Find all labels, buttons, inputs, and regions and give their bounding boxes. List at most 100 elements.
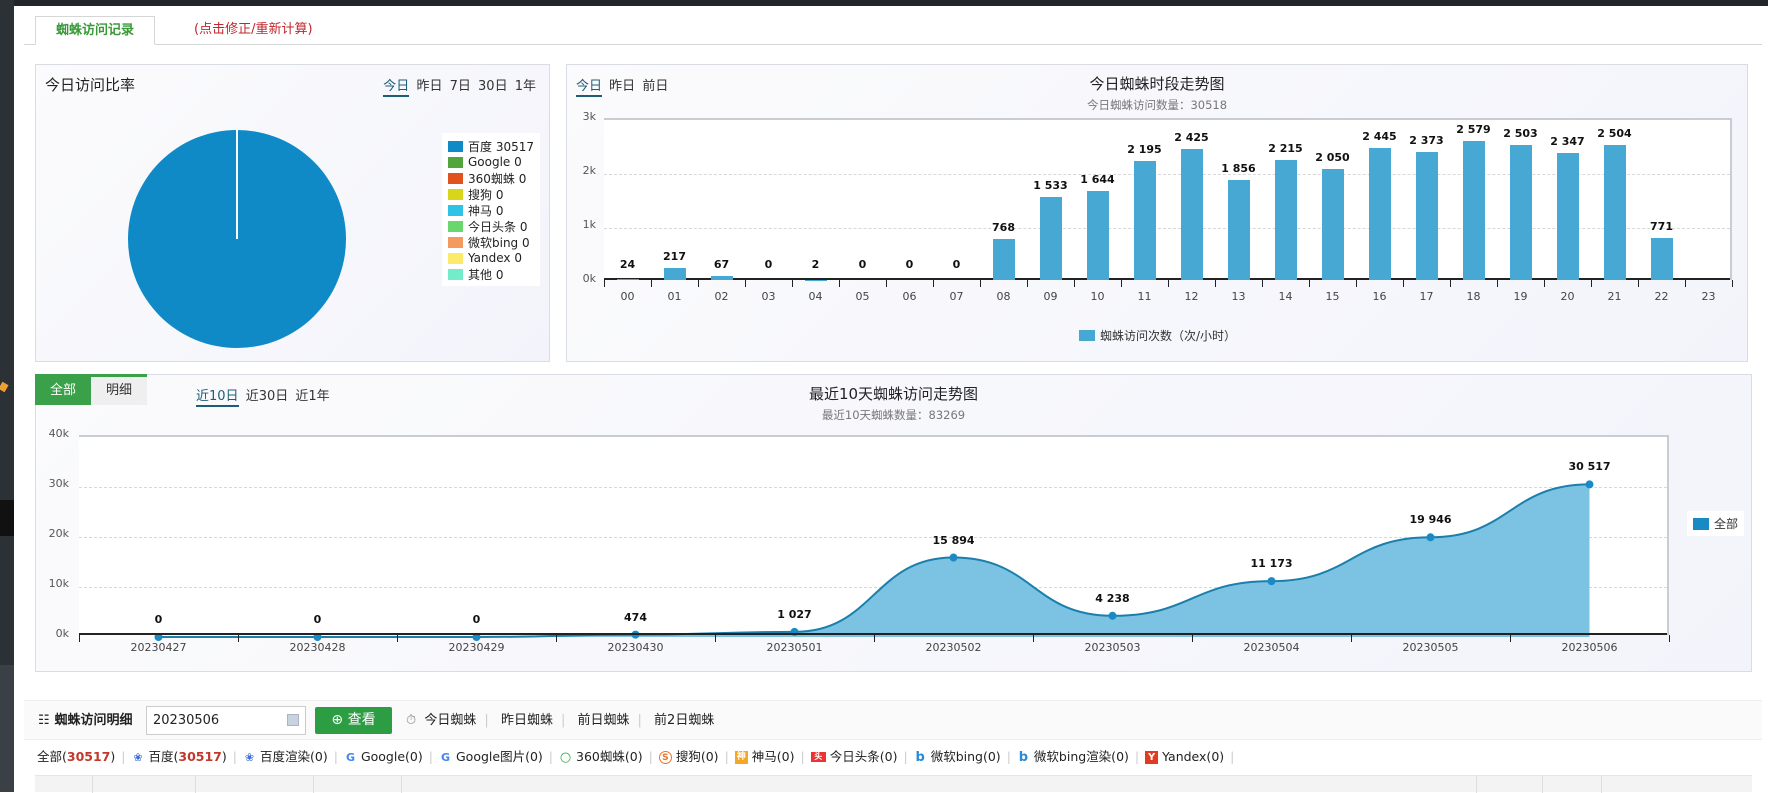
filter-close-paren: ): [323, 744, 328, 770]
range-7d[interactable]: 7日: [450, 79, 471, 94]
bar[interactable]: [1134, 161, 1156, 280]
bar[interactable]: [1322, 169, 1344, 280]
area-series[interactable]: [79, 437, 1669, 637]
x-tick: [397, 635, 398, 642]
x-tick: [1033, 635, 1034, 642]
bar[interactable]: [1228, 180, 1250, 280]
bar[interactable]: [1275, 160, 1297, 280]
bar[interactable]: [1510, 145, 1532, 280]
range-today[interactable]: 今日: [383, 79, 409, 97]
filter-360-ring[interactable]: ○360蜘蛛(0): [559, 744, 643, 770]
bar[interactable]: [1040, 197, 1062, 280]
ten-day-trend-panel: 全部 明细 近10日 近30日 近1年 最近10天蜘蛛访问走势图 最近10天蜘蛛…: [35, 374, 1752, 672]
pie-range-links: 今日 昨日 7日 30日 1年: [383, 75, 539, 94]
filter-count: 30517: [178, 744, 222, 770]
x-tick: [980, 280, 981, 287]
calendar-icon[interactable]: [287, 714, 299, 726]
line-legend-label: 全部: [1714, 515, 1738, 532]
bar-legend[interactable]: 蜘蛛访问次数（次/小时）: [1079, 327, 1236, 344]
y-axis-label: 0k: [45, 627, 69, 640]
data-label: 2 050: [1303, 151, 1363, 164]
y-axis-label: 0k: [572, 272, 596, 285]
filter-name: 百度(: [149, 744, 179, 770]
range-yesterday[interactable]: 昨日: [416, 79, 442, 94]
bar[interactable]: [1369, 148, 1391, 280]
bar[interactable]: [1087, 191, 1109, 280]
filter-close-paren: ): [790, 744, 795, 770]
legend-item[interactable]: Yandex 0: [448, 250, 540, 266]
filter-toutiao[interactable]: 头今日头条(0): [811, 744, 898, 770]
data-label: 19 946: [1401, 513, 1461, 526]
legend-item[interactable]: 微软bing 0: [448, 234, 540, 250]
x-tick: [933, 280, 934, 287]
filter-baidu-paw[interactable]: ❀百度(30517): [132, 744, 227, 770]
legend-item[interactable]: 今日头条 0: [448, 218, 540, 234]
data-point[interactable]: [1427, 533, 1435, 541]
data-point[interactable]: [1268, 577, 1276, 585]
area-plot-area: [79, 435, 1669, 635]
date-input[interactable]: 20230506: [146, 706, 306, 735]
bar[interactable]: [1416, 152, 1438, 280]
range-30d[interactable]: 30日: [478, 79, 508, 94]
table-header: [35, 775, 1752, 792]
range-1y[interactable]: 1年: [515, 79, 536, 94]
filter-separator: |: [429, 744, 433, 770]
filter-close-paren: ): [714, 744, 719, 770]
data-point[interactable]: [950, 554, 958, 562]
x-tick: [1074, 280, 1075, 287]
x-axis-label: 17: [1407, 290, 1447, 303]
quick-yesterday[interactable]: 昨日蜘蛛: [501, 713, 553, 728]
quick-today[interactable]: 今日蜘蛛: [424, 713, 476, 728]
legend-label: 神马 0: [468, 202, 503, 219]
quick-2-days-before[interactable]: 前2日蜘蛛: [654, 713, 714, 728]
pin-icon[interactable]: [0, 382, 9, 392]
tab-spider-records[interactable]: 蜘蛛访问记录: [35, 16, 155, 45]
bar[interactable]: [1651, 238, 1673, 280]
data-point[interactable]: [1109, 612, 1117, 620]
view-button[interactable]: ⊕ 查看: [315, 707, 392, 734]
line-legend[interactable]: 全部: [1687, 511, 1744, 536]
area-fill: [159, 484, 1590, 637]
legend-item[interactable]: 搜狗 0: [448, 186, 540, 202]
filter-close-paren: ): [418, 744, 423, 770]
filter-shenma[interactable]: 神神马(0): [735, 744, 795, 770]
bar[interactable]: [1463, 141, 1485, 280]
filter-close-paren: ): [1124, 744, 1129, 770]
recalculate-link[interactable]: (点击修正/重新计算): [194, 16, 313, 45]
bar-chart-subtitle: 今日蜘蛛访问数量：30518: [567, 97, 1747, 113]
data-point[interactable]: [1586, 480, 1594, 488]
legend-item[interactable]: 其他 0: [448, 266, 540, 282]
data-label: 1 027: [765, 608, 825, 621]
bar[interactable]: [711, 276, 733, 280]
bar[interactable]: [1557, 153, 1579, 280]
bar[interactable]: [617, 279, 639, 280]
x-tick: [1215, 280, 1216, 287]
x-axis-label: 07: [937, 290, 977, 303]
search-icon: ⊕: [331, 712, 343, 728]
data-label: 0: [288, 613, 348, 626]
360-ring-icon: ○: [559, 751, 572, 764]
filter-separator: |: [1230, 744, 1234, 770]
legend-item[interactable]: Google 0: [448, 154, 540, 170]
filter-all[interactable]: 全部(30517): [37, 744, 115, 770]
bar[interactable]: [1604, 145, 1626, 280]
bar[interactable]: [1181, 149, 1203, 280]
x-axis-label: 13: [1219, 290, 1259, 303]
bar[interactable]: [664, 268, 686, 280]
bar[interactable]: [993, 239, 1015, 280]
legend-item[interactable]: 百度 30517: [448, 138, 540, 154]
legend-item[interactable]: 360蜘蛛 0: [448, 170, 540, 186]
legend-item[interactable]: 神马 0: [448, 202, 540, 218]
filter-name: 360蜘蛛(: [576, 744, 630, 770]
filter-baidu-paw[interactable]: ❀百度渲染(0): [243, 744, 328, 770]
table-col: [1542, 776, 1543, 793]
quick-day-before[interactable]: 前日蜘蛛: [578, 713, 630, 728]
